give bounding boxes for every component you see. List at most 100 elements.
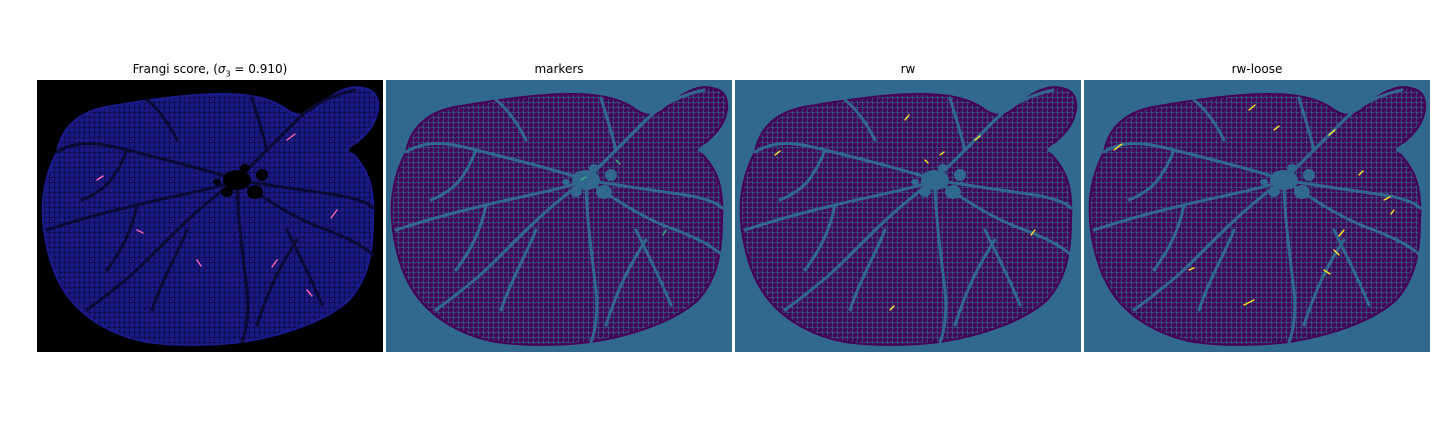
vessel-hole (596, 185, 612, 199)
highlight-segment (96, 175, 104, 181)
title-suffix: = 0.910) (230, 62, 288, 76)
panel-title-rw: rw (900, 62, 916, 76)
highlight-segment (1030, 229, 1036, 236)
vessel-line (235, 178, 250, 344)
vessel-line (434, 178, 588, 312)
vessel-line (933, 88, 1055, 182)
vessel-hole (1268, 187, 1280, 197)
panel-title-markers: markers (534, 62, 584, 76)
vessel-hole (954, 169, 966, 181)
vessel-hole (1260, 179, 1268, 185)
vessel-line (255, 238, 299, 327)
vessel-line (1302, 238, 1346, 327)
vessel-line (803, 203, 837, 272)
rw-loose-image (1084, 80, 1430, 352)
vessel-line (1127, 148, 1176, 202)
boundary-notch (1395, 142, 1423, 154)
vessel-line (250, 96, 269, 152)
vessel-line (1332, 228, 1371, 307)
vessel-line (1132, 178, 1286, 312)
panel-title-rw-loose: rw-loose (1231, 62, 1283, 76)
vessel-line (634, 228, 673, 307)
vessel-line (454, 203, 488, 272)
vessel-line (494, 98, 528, 142)
highlight-segment (1273, 125, 1280, 131)
panel-rw-loose: rw-loose (1084, 0, 1430, 432)
vessel-line (1297, 96, 1316, 152)
vessel-line (933, 178, 1073, 210)
vessel-line (150, 228, 189, 312)
highlight-segment (196, 259, 202, 267)
rw-image (735, 80, 1081, 352)
vessel-line (983, 228, 1022, 307)
panel-markers: markers (386, 0, 732, 432)
vessel-line (1192, 98, 1226, 142)
vessel-hole (562, 179, 570, 185)
vessel-line (948, 96, 967, 152)
vessel-hole (570, 187, 582, 197)
vessel-line (1282, 88, 1404, 182)
vessel-hole (1270, 170, 1298, 190)
title-sigma: σ (217, 62, 226, 76)
highlight-segment (1113, 143, 1123, 151)
vessel-line (80, 148, 129, 202)
vessel-hole (921, 170, 949, 190)
highlight-segment (580, 176, 587, 181)
vessel-hole (572, 170, 600, 190)
vessel-hole (240, 164, 250, 172)
highlight-segment (286, 133, 296, 141)
highlight-segment (136, 229, 144, 234)
highlight-segment (1248, 104, 1256, 111)
boundary-notch (1046, 142, 1074, 154)
highlight-segment (774, 150, 781, 156)
title-subscript: 3 (225, 69, 231, 79)
highlight-segment (889, 305, 895, 311)
vessel-line (848, 228, 887, 312)
vessel-line (843, 98, 877, 142)
vessel-line (429, 148, 478, 202)
vessel-line (235, 88, 357, 182)
vessel-line (584, 88, 706, 182)
vessel-line (499, 228, 538, 312)
vessel-line (604, 238, 648, 327)
vessel-line (1282, 178, 1297, 344)
boundary-notch (348, 142, 376, 154)
vessel-line (953, 238, 997, 327)
vessel-hole (589, 164, 599, 172)
highlight-segment (1323, 269, 1331, 275)
vessel-hole (938, 164, 948, 172)
vessel-hole (213, 179, 221, 185)
vessel-line (783, 178, 937, 312)
highlight-segment (939, 151, 945, 156)
highlight-segment (1188, 267, 1195, 271)
panel-rw: rw (735, 0, 1081, 432)
vessel-hole (1303, 169, 1315, 181)
highlight-segment (974, 135, 981, 141)
vessel-line (584, 178, 599, 344)
vessel-hole (223, 170, 251, 190)
vessel-line (1152, 203, 1186, 272)
vessel-hole (919, 187, 931, 197)
highlight-segment (1390, 209, 1395, 215)
highlight-segment (924, 159, 929, 164)
highlight-segment (330, 209, 338, 219)
markers-image (386, 80, 732, 352)
highlight-segment (904, 114, 910, 121)
highlight-segment (615, 159, 621, 165)
vessel-line (584, 178, 724, 210)
vessel-line (1282, 178, 1422, 210)
vessel-hole (911, 179, 919, 185)
vessel-line (778, 148, 827, 202)
highlight-segment (271, 259, 278, 268)
highlight-segment (1338, 229, 1345, 237)
panel-title-frangi: Frangi score, (σ3 = 0.910) (37, 62, 383, 78)
highlight-segment (1328, 129, 1336, 136)
highlight-segment (1333, 249, 1340, 256)
vessel-hole (247, 185, 263, 199)
vessel-hole (605, 169, 617, 181)
vessel-line (1197, 228, 1236, 312)
title-prefix: Frangi score, ( (132, 62, 218, 76)
vessel-line (933, 178, 948, 344)
panel-frangi: Frangi score, (σ3 = 0.910) (37, 0, 383, 432)
vessel-line (599, 96, 618, 152)
